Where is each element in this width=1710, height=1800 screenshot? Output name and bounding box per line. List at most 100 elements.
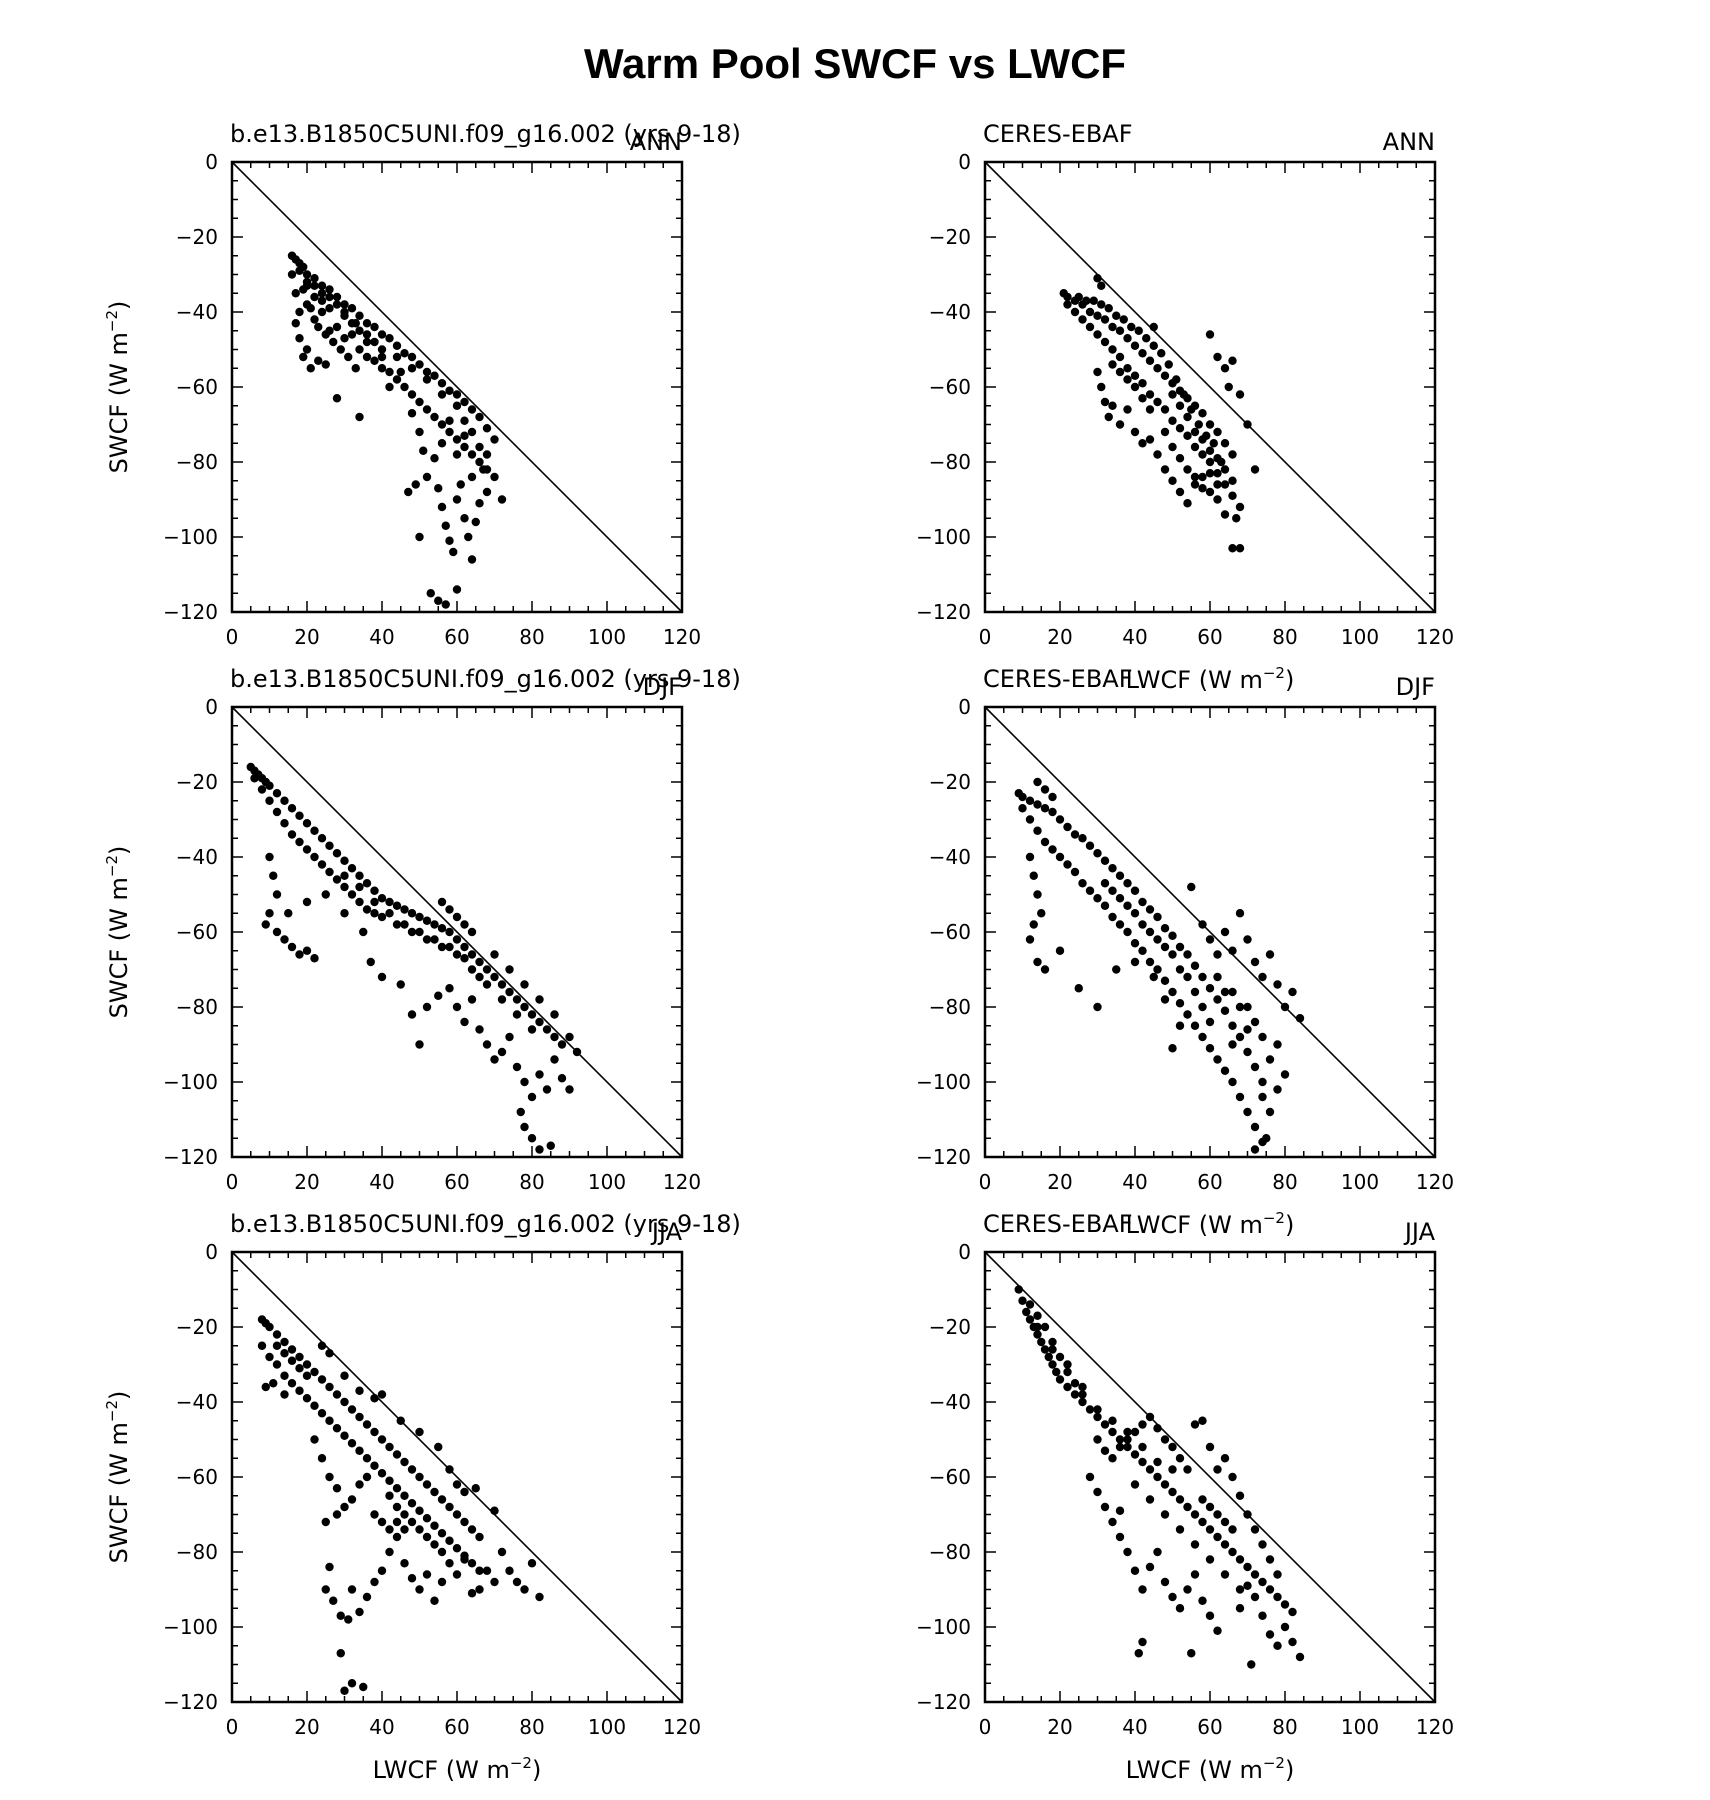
panel-title-right: JJA bbox=[650, 1218, 683, 1246]
data-point bbox=[295, 1364, 304, 1373]
data-point bbox=[1194, 420, 1203, 429]
data-point bbox=[400, 349, 409, 358]
data-point bbox=[1100, 1420, 1110, 1429]
data-point bbox=[1093, 1435, 1102, 1444]
data-point bbox=[1040, 1345, 1050, 1354]
data-point bbox=[1115, 367, 1125, 377]
data-point bbox=[325, 1416, 334, 1425]
data-point bbox=[1175, 999, 1185, 1008]
data-point bbox=[1250, 1525, 1260, 1534]
data-point bbox=[490, 972, 499, 982]
data-point bbox=[1280, 1622, 1290, 1632]
data-point bbox=[310, 1401, 319, 1410]
data-point bbox=[1220, 1517, 1230, 1527]
data-point bbox=[400, 920, 409, 929]
data-point bbox=[332, 322, 342, 332]
data-point bbox=[1153, 912, 1162, 922]
panel-title-right: DJF bbox=[643, 673, 682, 701]
data-point bbox=[1108, 886, 1117, 895]
data-point bbox=[415, 397, 424, 407]
data-point bbox=[1048, 1360, 1057, 1369]
y-axis-label: SWCF (W m−2) bbox=[103, 846, 133, 1019]
data-point bbox=[467, 427, 477, 437]
data-point bbox=[362, 1454, 372, 1463]
y-tick-label: −80 bbox=[929, 450, 971, 474]
data-point bbox=[1183, 465, 1192, 474]
data-point bbox=[437, 1529, 447, 1538]
data-point bbox=[1168, 390, 1177, 399]
data-point bbox=[437, 502, 447, 512]
x-tick-label: 60 bbox=[1197, 1715, 1222, 1739]
data-point bbox=[1093, 330, 1102, 339]
data-point bbox=[261, 1382, 270, 1392]
y-tick-label: 0 bbox=[958, 695, 971, 719]
data-point bbox=[550, 1010, 559, 1019]
data-point bbox=[1228, 1472, 1237, 1482]
x-tick-label: 20 bbox=[294, 1715, 319, 1739]
data-point bbox=[265, 1322, 274, 1332]
data-point bbox=[475, 972, 484, 982]
data-point bbox=[1123, 901, 1132, 910]
x-tick-label: 80 bbox=[519, 1170, 544, 1194]
data-point bbox=[317, 1409, 327, 1418]
data-point bbox=[490, 435, 499, 444]
data-point bbox=[340, 1431, 349, 1440]
x-tick-label: 120 bbox=[1416, 625, 1454, 649]
x-tick-label: 100 bbox=[588, 1170, 626, 1194]
data-point bbox=[1070, 1379, 1080, 1388]
data-point bbox=[1168, 931, 1177, 940]
y-tick-label: −20 bbox=[929, 770, 971, 794]
data-point bbox=[1115, 1506, 1125, 1515]
data-point bbox=[1123, 879, 1132, 888]
data-point bbox=[1097, 300, 1106, 309]
data-point bbox=[295, 1386, 304, 1395]
data-point bbox=[1265, 1630, 1275, 1639]
data-point bbox=[347, 330, 357, 339]
data-point bbox=[1273, 1570, 1282, 1579]
data-point bbox=[1205, 469, 1215, 478]
data-point bbox=[1198, 972, 1207, 982]
data-point bbox=[1168, 1592, 1177, 1602]
data-point bbox=[1130, 1480, 1140, 1489]
x-tick-label: 60 bbox=[1197, 625, 1222, 649]
data-point bbox=[430, 1487, 439, 1497]
data-point bbox=[415, 532, 424, 542]
data-point bbox=[1033, 800, 1042, 809]
x-axis-label: LWCF (W m−2) bbox=[1126, 1209, 1295, 1239]
data-point bbox=[1190, 961, 1200, 970]
data-point bbox=[1288, 1607, 1297, 1617]
data-point bbox=[490, 1577, 499, 1587]
data-point bbox=[452, 390, 462, 399]
data-point bbox=[362, 319, 372, 328]
data-point bbox=[314, 322, 323, 332]
y-tick-label: 0 bbox=[958, 1240, 971, 1264]
data-point bbox=[1198, 1517, 1207, 1527]
data-point bbox=[1280, 1002, 1290, 1012]
data-point bbox=[1224, 382, 1233, 392]
data-point bbox=[407, 409, 417, 418]
data-point bbox=[295, 950, 304, 959]
data-point bbox=[1213, 1055, 1222, 1064]
data-point bbox=[1037, 1337, 1046, 1347]
data-point bbox=[250, 774, 259, 783]
data-point bbox=[287, 270, 297, 279]
data-point bbox=[340, 871, 349, 880]
y-tick-label: −20 bbox=[176, 225, 218, 249]
data-point bbox=[377, 345, 387, 354]
data-point bbox=[1183, 1585, 1192, 1594]
y-tick-label: −20 bbox=[929, 225, 971, 249]
data-point bbox=[1130, 427, 1140, 437]
data-point bbox=[1138, 349, 1147, 358]
data-point bbox=[302, 277, 312, 287]
data-point bbox=[419, 446, 428, 455]
data-point bbox=[452, 585, 462, 594]
data-point bbox=[452, 1480, 462, 1489]
data-point bbox=[1258, 1077, 1267, 1087]
data-point bbox=[1220, 480, 1230, 489]
data-point bbox=[1213, 1465, 1222, 1474]
data-point bbox=[445, 386, 454, 395]
y-tick-label: −80 bbox=[176, 450, 218, 474]
data-point bbox=[437, 1495, 447, 1504]
scatter-points bbox=[1014, 777, 1305, 1154]
data-point bbox=[400, 1559, 409, 1568]
